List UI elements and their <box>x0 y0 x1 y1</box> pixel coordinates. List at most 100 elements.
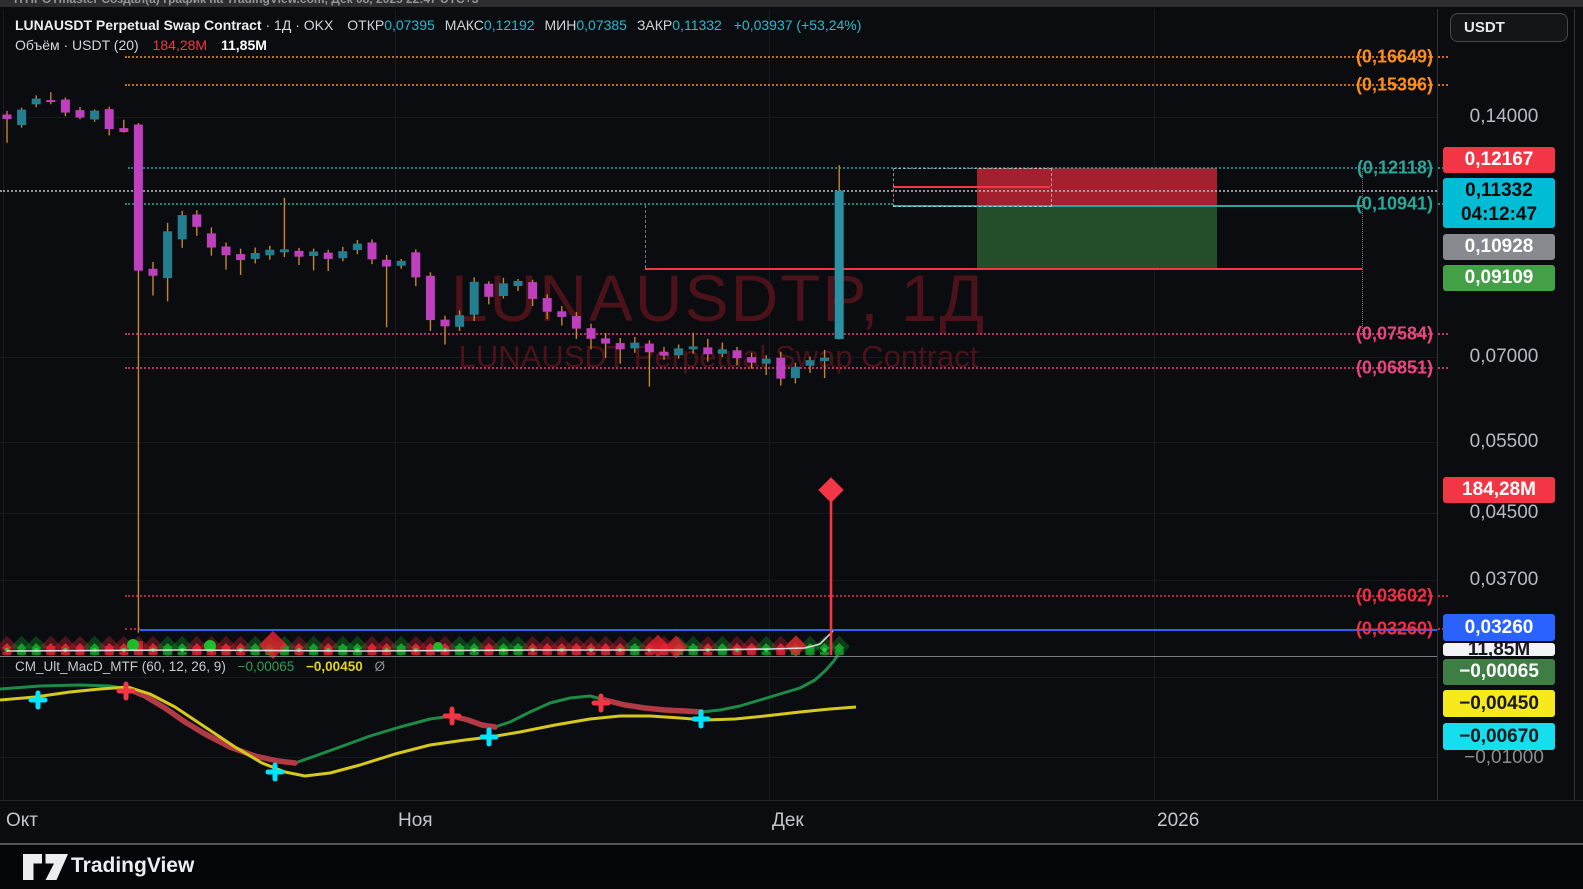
tradingview-brand[interactable]: TradingView <box>71 854 195 877</box>
price-axis-badge: 11,85М <box>1443 643 1555 656</box>
indicator-eye-icon[interactable]: Ø <box>374 659 385 674</box>
entry-price-line[interactable] <box>893 186 1050 188</box>
legend-row-main[interactable]: LUNAUSDT Perpetual Swap Contract · 1Д · … <box>15 15 861 35</box>
candle-body <box>90 110 100 120</box>
candle-body <box>250 253 260 259</box>
level-label[interactable]: (0,12118) <box>1356 157 1433 178</box>
volume-title[interactable]: Объём · USDT (20) <box>15 37 139 53</box>
candle-body <box>498 283 508 296</box>
level-label[interactable]: (0,16649) <box>1355 46 1433 67</box>
pane-separator[interactable] <box>0 656 1583 657</box>
price-tick: 0,04500 <box>1469 502 1539 523</box>
level-label[interactable]: (0,07584) <box>1355 323 1433 344</box>
legend-exchange: OKX <box>303 17 334 33</box>
price-axis[interactable]: 0,14000 0,07000 0,05500 0,04500 0,03700 −0,01… <box>1437 9 1583 843</box>
level-leader-dots <box>1438 56 1448 58</box>
candle-body <box>104 109 114 130</box>
macd-line-below-segment <box>602 697 705 715</box>
legend-symbol[interactable]: LUNAUSDT Perpetual Swap Contract <box>15 17 262 33</box>
candle-body <box>659 351 669 356</box>
big-red-diamond-marker <box>258 630 288 660</box>
candle-body <box>688 346 698 350</box>
big-red-diamond-marker <box>646 634 670 658</box>
price-axis-badge: 0,03260 <box>1443 614 1555 641</box>
candle-body <box>133 124 143 271</box>
candle-body <box>790 366 800 379</box>
zone-bottom-line[interactable] <box>645 268 1362 270</box>
watermark-symbol: LUNAUSDTP, 1Д <box>450 261 987 335</box>
candle-body <box>425 275 435 321</box>
candle-body <box>528 282 538 299</box>
level-label[interactable]: (0,10941) <box>1355 193 1433 214</box>
candle-body <box>571 316 581 329</box>
entry-dashed-box[interactable] <box>893 168 1052 207</box>
zone-top-line[interactable] <box>893 205 1362 207</box>
level-line[interactable] <box>125 56 1433 58</box>
candle-body <box>192 214 202 227</box>
level-leader-dots <box>1438 367 1448 369</box>
long-target-zone[interactable] <box>977 205 1217 268</box>
indicator-name[interactable]: CM_Ult_MacD_MTF (60, 12, 26, 9) <box>15 659 226 674</box>
level-leader-dots <box>1438 333 1448 335</box>
candle-body <box>382 259 392 267</box>
volume-marker <box>834 643 845 653</box>
big-red-diamond-marker <box>785 635 807 657</box>
candle-body <box>60 99 70 113</box>
level-line[interactable] <box>125 84 1433 86</box>
legend-interval[interactable]: 1Д <box>274 17 292 33</box>
grid-vline <box>1154 9 1155 800</box>
ohlc-value: 0,07385 <box>576 17 627 33</box>
time-axis[interactable]: Окт Ноя Дек 2026 <box>0 800 1583 844</box>
candle-body <box>469 281 479 315</box>
price-axis-badge: 0,12167 <box>1443 147 1555 173</box>
level-line[interactable] <box>125 333 1433 335</box>
level-line[interactable] <box>125 628 140 630</box>
volume-bar <box>119 652 129 655</box>
chart-canvas[interactable] <box>0 0 1437 800</box>
volume-bar <box>586 652 596 655</box>
currency-toggle-button[interactable]: USDT <box>1450 13 1568 42</box>
volume-bar <box>294 652 304 655</box>
candle-body <box>367 242 377 260</box>
price-axis-badge: −0,00670 <box>1443 723 1555 750</box>
volume-bar <box>2 652 12 655</box>
candle-body <box>601 338 611 344</box>
ohlc-value: 0,11332 <box>672 17 722 33</box>
legend-ohlc: ОТКР0,07395 МАКС0,12192 МИН0,07385 ЗАКР0,11… <box>337 17 722 33</box>
level-label[interactable]: (0,15396) <box>1355 74 1433 95</box>
candle-body <box>644 343 654 353</box>
level-line[interactable] <box>128 167 1433 169</box>
grid-hline <box>0 442 1437 443</box>
tradingview-logo-icon[interactable] <box>23 854 69 881</box>
candle-body <box>484 283 494 297</box>
alert-line[interactable] <box>140 629 1437 631</box>
grid-hline <box>0 580 1437 581</box>
price-tick: 0,05500 <box>1469 431 1539 452</box>
grid-hline <box>0 357 1437 358</box>
level-label[interactable]: (0,06851) <box>1355 357 1433 378</box>
level-line[interactable] <box>125 203 893 205</box>
candle-body <box>294 250 304 257</box>
macd-signal-line <box>0 685 857 778</box>
legend-change: +0,03937 (+53,24%) <box>733 17 862 33</box>
level-leader-dots <box>1438 595 1448 597</box>
grid-hline <box>0 513 1437 514</box>
candle-body <box>2 114 12 119</box>
symbol-legend[interactable]: LUNAUSDT Perpetual Swap Contract · 1Д · … <box>15 15 861 55</box>
level-label[interactable]: (0,03602) <box>1355 585 1433 606</box>
candle-body <box>75 110 85 118</box>
level-label[interactable]: (0,03260) <box>1355 618 1433 639</box>
grid-hline-macd <box>0 677 1437 678</box>
volume-spike-diamond <box>818 477 844 503</box>
time-tick: Окт <box>6 810 39 831</box>
volume-marker <box>746 643 757 653</box>
volume-bar <box>820 652 830 655</box>
indicator-legend[interactable]: CM_Ult_MacD_MTF (60, 12, 26, 9) −0,00065… <box>15 659 385 674</box>
candle-body <box>820 357 830 362</box>
level-line[interactable] <box>125 595 1433 597</box>
bottom-separator <box>0 843 1583 845</box>
legend-row-volume[interactable]: Объём · USDT (20) 184,28М 11,85М <box>15 35 861 55</box>
ohlc-label: МАКС <box>444 17 484 33</box>
candle-body <box>323 252 333 259</box>
price-tick: −0,01000 <box>1464 747 1544 768</box>
